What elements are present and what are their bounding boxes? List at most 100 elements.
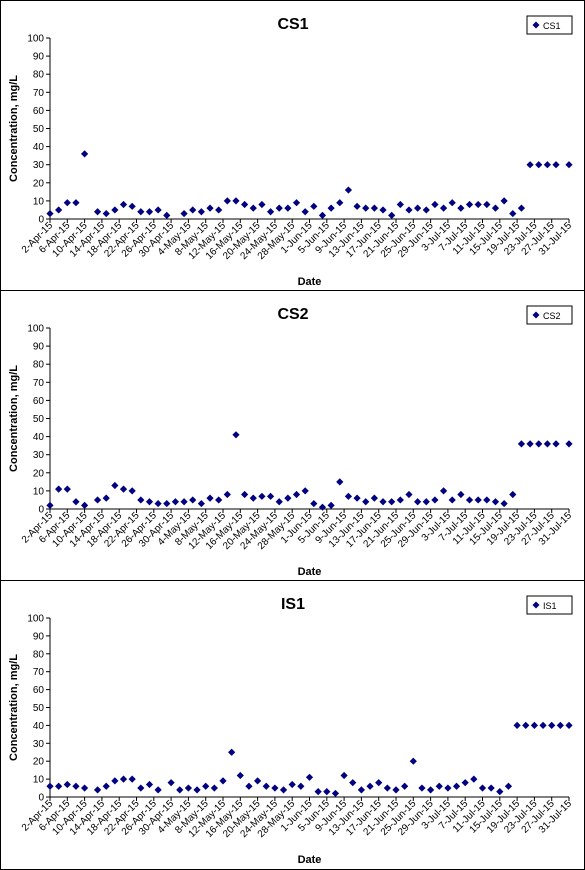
y-tick-label: 60 xyxy=(33,396,45,407)
data-point xyxy=(431,200,439,209)
chart-title: CS2 xyxy=(277,306,308,323)
data-point xyxy=(318,211,327,219)
data-point xyxy=(552,440,560,448)
y-tick-label: 60 xyxy=(33,685,45,696)
data-point xyxy=(513,721,521,729)
data-point xyxy=(145,208,154,216)
data-point xyxy=(119,485,128,493)
y-tick-label: 50 xyxy=(33,414,45,425)
data-point xyxy=(102,494,110,502)
data-point xyxy=(310,499,318,508)
legend-box xyxy=(526,305,573,325)
y-tick-label: 0 xyxy=(38,215,44,226)
y-tick-label: 20 xyxy=(33,178,45,189)
y-tick-label: 30 xyxy=(33,739,45,750)
data-point xyxy=(63,485,71,493)
chart-cs1: CS1 CS101020304050607080901002-Apr-156-Ap… xyxy=(8,15,574,288)
data-point xyxy=(206,494,214,502)
data-point xyxy=(500,499,508,508)
legend: IS1 xyxy=(526,595,573,615)
data-point xyxy=(55,485,63,493)
data-point xyxy=(474,496,482,504)
data-point xyxy=(362,498,370,506)
y-tick-label: 70 xyxy=(33,88,45,99)
data-point xyxy=(496,788,504,796)
data-point xyxy=(388,211,396,219)
data-point xyxy=(366,782,374,790)
data-point xyxy=(176,786,184,794)
data-point xyxy=(210,784,218,792)
y-tick-label: 90 xyxy=(33,631,45,642)
data-point xyxy=(72,782,80,790)
data-point xyxy=(223,490,231,499)
data-point xyxy=(535,440,543,448)
y-tick-label: 40 xyxy=(33,432,45,443)
data-point xyxy=(422,206,430,214)
y-tick-label: 10 xyxy=(33,196,45,207)
data-point xyxy=(305,773,314,781)
y-tick-label: 40 xyxy=(33,721,45,732)
data-point xyxy=(284,494,292,502)
data-point xyxy=(102,782,110,790)
data-point xyxy=(197,208,205,216)
data-point xyxy=(46,782,54,790)
data-point xyxy=(154,206,162,214)
data-point xyxy=(111,481,119,490)
x-axis-title: Date xyxy=(298,566,322,578)
data-point xyxy=(431,496,439,504)
data-point xyxy=(119,200,128,209)
data-point xyxy=(72,199,80,207)
data-point xyxy=(405,206,413,214)
y-tick-label: 0 xyxy=(38,793,44,804)
y-tick-label: 20 xyxy=(33,468,45,479)
legend-label: IS1 xyxy=(543,601,557,611)
data-point xyxy=(362,204,370,212)
data-point xyxy=(470,775,478,783)
data-point xyxy=(81,150,89,158)
data-point xyxy=(63,780,71,789)
data-point xyxy=(266,208,275,216)
legend-marker xyxy=(532,601,540,609)
y-tick-label: 40 xyxy=(33,142,45,153)
data-point xyxy=(202,782,210,790)
chart-panel-is1: IS1 IS1 0 10 20 30 40 50 60 70 80 90 100 2-Apr-15 6-Ap… xyxy=(0,580,585,870)
data-point xyxy=(154,499,162,508)
y-tick-label: 50 xyxy=(33,124,45,135)
data-point xyxy=(292,490,301,499)
data-point xyxy=(197,499,205,508)
legend-label: CS2 xyxy=(543,311,561,321)
data-point xyxy=(46,209,54,218)
data-point xyxy=(543,440,551,448)
y-tick-label: 60 xyxy=(33,106,45,117)
data-point xyxy=(93,786,102,794)
data-point xyxy=(509,490,517,499)
data-point xyxy=(137,496,145,504)
y-axis-title: Concentration, mg/L xyxy=(8,654,20,761)
y-tick-label: 100 xyxy=(27,324,44,335)
data-point xyxy=(491,498,500,506)
data-point xyxy=(409,757,417,765)
data-point xyxy=(249,494,257,502)
legend: CS2 xyxy=(526,305,573,325)
data-point xyxy=(119,775,128,783)
data-point xyxy=(258,200,266,209)
y-axis-title: Concentration, mg/L xyxy=(8,75,20,182)
data-point xyxy=(461,779,469,787)
data-point xyxy=(245,782,253,790)
data-point xyxy=(154,786,162,794)
data-point xyxy=(180,498,188,506)
x-axis-title: Date xyxy=(298,854,322,866)
data-point xyxy=(228,748,236,756)
y-axis-title: Concentration, mg/L xyxy=(8,365,20,472)
data-point xyxy=(171,498,180,506)
y-tick-label: 80 xyxy=(33,70,45,81)
data-point xyxy=(336,199,344,207)
y-tick-label: 90 xyxy=(33,52,45,63)
data-point xyxy=(504,782,513,790)
data-point xyxy=(465,200,474,209)
data-point xyxy=(206,204,214,212)
data-point xyxy=(565,440,573,448)
data-point xyxy=(414,498,422,506)
data-point xyxy=(478,784,487,792)
data-point xyxy=(340,771,348,780)
